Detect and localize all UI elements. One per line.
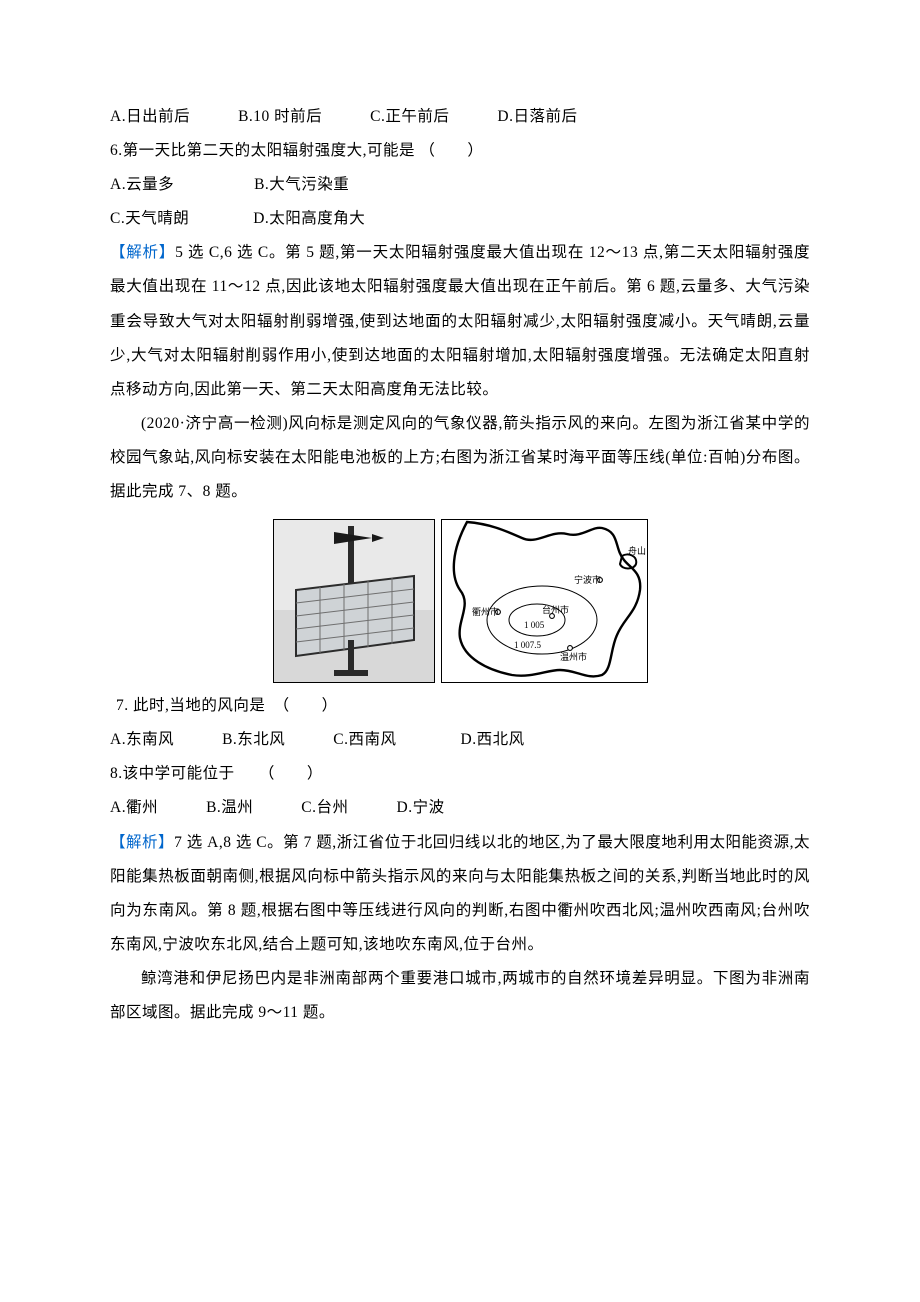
weather-station-svg — [274, 520, 434, 682]
q7-stem: 7. 此时,当地的风向是 （ ） — [110, 689, 810, 723]
analysis-78: 【解析】7 选 A,8 选 C。第 7 题,浙江省位于北回归线以北的地区,为了最… — [110, 826, 810, 962]
analysis-56-label: 【解析】 — [110, 244, 175, 261]
map-label-quzhou: 衢州市 — [472, 606, 499, 617]
map-isobar-10075: 1 007.5 — [514, 640, 542, 650]
analysis-78-text: 7 选 A,8 选 C。第 7 题,浙江省位于北回归线以北的地区,为了最大限度地… — [110, 834, 810, 953]
zhejiang-map-svg: 舟山 宁波市 衢州市 台州市 温州市 1 005 1 007.5 — [442, 520, 647, 682]
q6-options-row2: C.天气晴朗 D.太阳高度角大 — [110, 202, 810, 236]
passage-78: (2020·济宁高一检测)风向标是测定风向的气象仪器,箭头指示风的来向。左图为浙… — [110, 407, 810, 509]
q8-options: A.衢州 B.温州 C.台州 D.宁波 — [110, 791, 810, 825]
analysis-78-label: 【解析】 — [110, 834, 174, 851]
map-label-taizhou: 台州市 — [542, 604, 569, 615]
map-label-wenzhou: 温州市 — [560, 651, 587, 662]
analysis-56-text: 5 选 C,6 选 C。第 5 题,第一天太阳辐射强度最大值出现在 12～13 … — [110, 244, 810, 397]
analysis-56: 【解析】5 选 C,6 选 C。第 5 题,第一天太阳辐射强度最大值出现在 12… — [110, 236, 810, 406]
q8-stem: 8.该中学可能位于 （ ） — [110, 757, 810, 791]
map-isobar-1005: 1 005 — [524, 620, 545, 630]
q5-options: A.日出前后 B.10 时前后 C.正午前后 D.日落前后 — [110, 100, 810, 134]
q6-options-row1: A.云量多 B.大气污染重 — [110, 168, 810, 202]
map-label-zhoushan: 舟山 — [628, 545, 646, 556]
passage-911: 鲸湾港和伊尼扬巴内是非洲南部两个重要港口城市,两城市的自然环境差异明显。下图为非… — [110, 962, 810, 1030]
q6-stem: 6.第一天比第二天的太阳辐射强度大,可能是 （ ） — [110, 134, 810, 168]
map-label-ningbo: 宁波市 — [574, 574, 601, 585]
figure-photo-weather-station — [273, 519, 435, 683]
figures-row: 舟山 宁波市 衢州市 台州市 温州市 1 005 1 007.5 — [110, 519, 810, 683]
q7-options: A.东南风 B.东北风 C.西南风 D.西北风 — [110, 723, 810, 757]
figure-map-zhejiang: 舟山 宁波市 衢州市 台州市 温州市 1 005 1 007.5 — [441, 519, 648, 683]
page: A.日出前后 B.10 时前后 C.正午前后 D.日落前后 6.第一天比第二天的… — [0, 0, 920, 1302]
